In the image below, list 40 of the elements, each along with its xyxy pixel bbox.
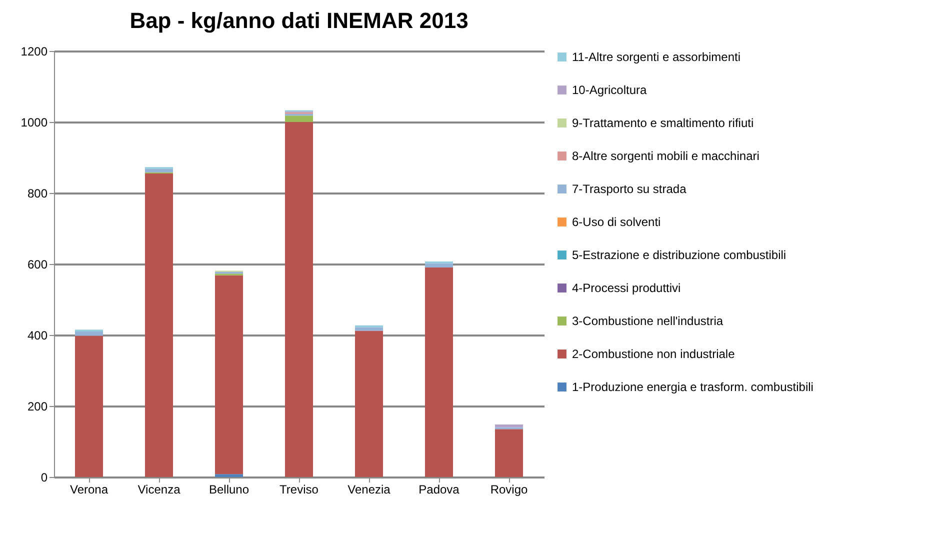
y-tick-label: 1200 <box>20 44 48 58</box>
y-tick-label: 1000 <box>20 116 48 130</box>
bar <box>285 116 313 122</box>
bar <box>285 122 313 477</box>
x-tick-label: Verona <box>70 482 108 496</box>
bar <box>495 429 523 477</box>
chart-title: Bap - kg/anno dati INEMAR 2013 <box>130 8 468 33</box>
legend-label: 2-Combustione non industriale <box>572 347 736 361</box>
legend-label: 11-Altre sorgenti e assorbimenti <box>572 50 741 64</box>
bar <box>425 268 453 477</box>
x-tick-label: Padova <box>418 482 460 496</box>
bar <box>215 474 243 477</box>
bar <box>495 424 523 428</box>
y-tick-label: 800 <box>27 186 48 200</box>
x-tick-label: Rovigo <box>490 482 528 496</box>
legend-label: 6-Uso di solventi <box>572 215 661 229</box>
legend-label: 8-Altre sorgenti mobili e macchinari <box>572 149 760 163</box>
x-tick-label: Treviso <box>280 482 319 496</box>
bar <box>355 327 383 331</box>
legend-label: 9-Trattamento e smaltimento rifiuti <box>572 116 754 130</box>
legend-label: 1-Produzione energia e trasform. combustibili <box>572 380 814 394</box>
x-tick-label: Belluno <box>208 482 250 496</box>
legend-label: 4-Processi produttivi <box>572 281 681 295</box>
y-tick-label: 400 <box>27 328 48 342</box>
legend-label: 7-Trasporto su strada <box>572 182 687 196</box>
y-tick-label: 200 <box>27 400 48 414</box>
legend-label: 5-Estrazione e distribuzione combustibili <box>572 248 786 262</box>
x-tick-label: Venezia <box>348 482 391 496</box>
bar <box>145 168 173 172</box>
bar <box>75 331 103 336</box>
y-tick-label: 600 <box>27 258 48 272</box>
y-tick-label: 0 <box>40 470 48 484</box>
bar <box>215 275 243 474</box>
bar <box>75 336 103 477</box>
bar <box>145 173 173 477</box>
legend-label: 10-Agricoltura <box>572 83 648 97</box>
legend-label: 3-Combustione nell'industria <box>572 314 724 328</box>
x-tick-label: Vicenza <box>138 482 181 496</box>
bar <box>425 263 453 268</box>
bar <box>355 330 383 477</box>
